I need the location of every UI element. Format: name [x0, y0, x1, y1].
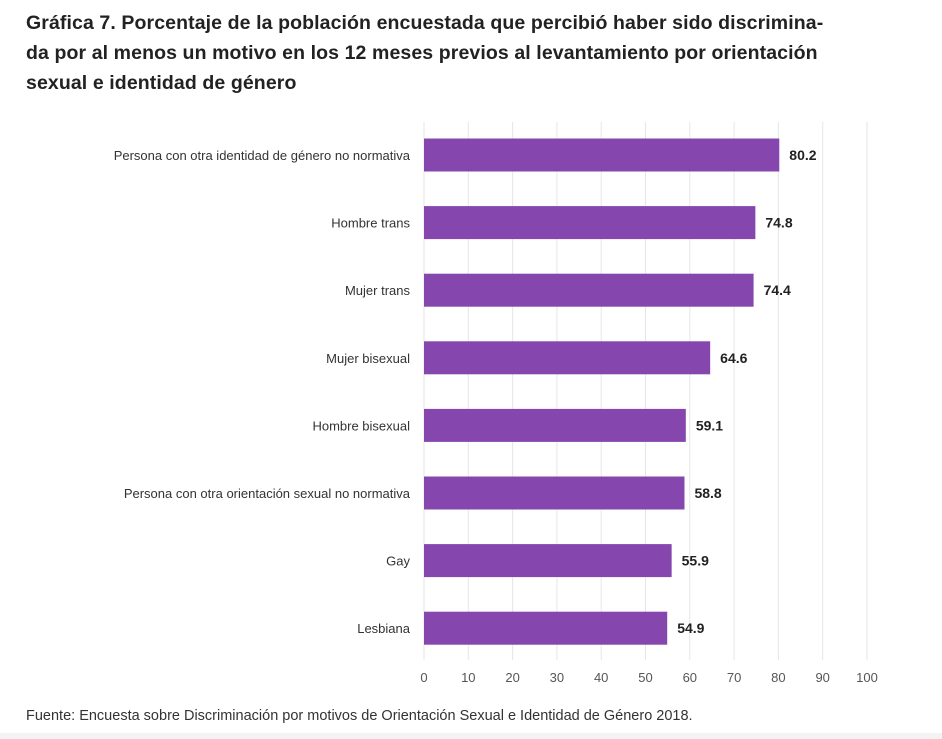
chart-title-line: da por al menos un motivo en los 12 mese…: [26, 42, 818, 64]
category-label: Mujer trans: [345, 283, 411, 298]
x-tick-label: 10: [461, 670, 475, 685]
value-label: 54.9: [677, 620, 704, 636]
value-label: 74.4: [764, 282, 791, 298]
bar: [424, 206, 756, 240]
x-tick-label: 100: [856, 670, 878, 685]
bottom-strip: [0, 733, 942, 739]
category-label: Mujer bisexual: [326, 351, 410, 366]
x-tick-label: 40: [594, 670, 608, 685]
x-tick-label: 50: [638, 670, 652, 685]
bar: [424, 544, 672, 578]
x-tick-label: 20: [505, 670, 519, 685]
x-axis-ticks: 0 10 20 30 40 50 60 70 80 90 100: [420, 670, 877, 685]
value-label: 80.2: [789, 147, 816, 163]
category-label: Hombre bisexual: [312, 418, 410, 433]
category-labels: Persona con otra identidad de género no …: [114, 148, 411, 636]
bar: [424, 138, 780, 172]
bar: [424, 273, 754, 307]
value-label: 55.9: [682, 553, 709, 569]
value-label: 58.8: [694, 485, 721, 501]
x-tick-label: 70: [727, 670, 741, 685]
x-tick-label: 30: [550, 670, 564, 685]
source-note: Fuente: Encuesta sobre Discriminación po…: [26, 708, 693, 724]
value-label: 74.8: [765, 215, 792, 231]
bar: [424, 341, 711, 375]
value-labels: 80.2 74.8 74.4 64.6 59.1 58.8 55.9 54.9: [677, 147, 817, 636]
category-label: Gay: [386, 554, 410, 569]
chart-title: Gráfica 7. Porcentaje de la población en…: [26, 8, 926, 98]
bar: [424, 476, 685, 510]
category-label: Persona con otra identidad de género no …: [114, 148, 411, 163]
category-label: Lesbiana: [357, 621, 411, 636]
bar: [424, 611, 668, 645]
x-tick-label: 80: [771, 670, 785, 685]
chart-title-line: sexual e identidad de género: [26, 72, 297, 94]
value-label: 59.1: [696, 417, 723, 433]
category-label: Persona con otra orientación sexual no n…: [124, 486, 411, 501]
bars: [424, 138, 780, 645]
gridlines: [423, 122, 868, 660]
category-label: Hombre trans: [331, 216, 410, 231]
x-tick-label: 60: [683, 670, 697, 685]
chart-title-line: Gráfica 7. Porcentaje de la población en…: [26, 12, 824, 34]
x-tick-label: 0: [420, 670, 427, 685]
bar: [424, 408, 686, 442]
value-label: 64.6: [720, 350, 747, 366]
x-tick-label: 90: [815, 670, 829, 685]
